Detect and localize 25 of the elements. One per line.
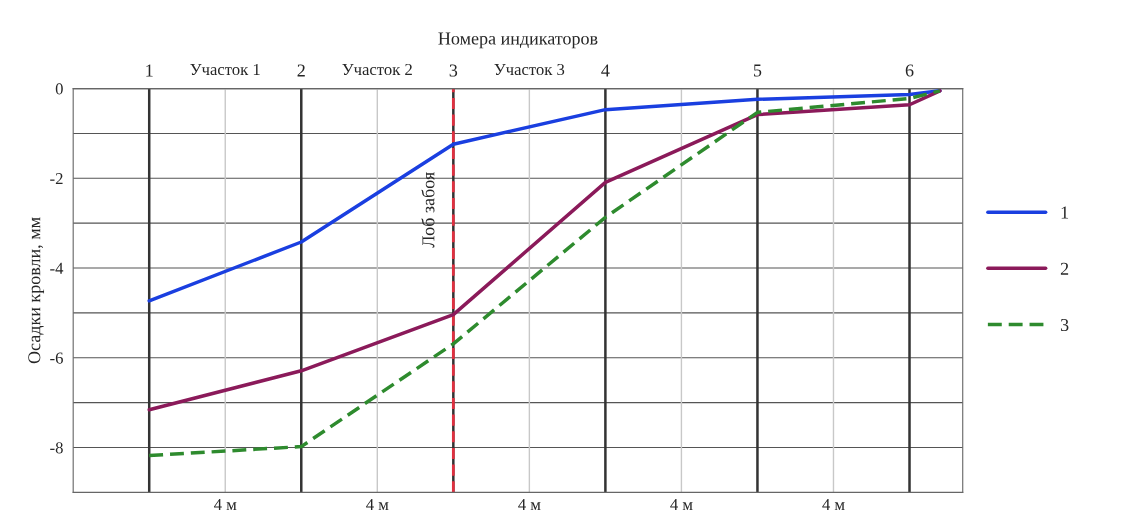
y-tick-label: -2 — [50, 173, 63, 185]
y-tick-label: 0 — [55, 83, 63, 95]
text: 4 м — [670, 499, 693, 510]
text: Участок 3 — [494, 63, 565, 76]
y-tick-label: -6 — [50, 352, 63, 364]
x-axis-title: Номера индикаторов — [438, 32, 598, 49]
text: Участок 2 — [342, 63, 412, 76]
legend-label: 3 — [1060, 318, 1069, 332]
legend-label: 1 — [1061, 206, 1069, 219]
text: 4 м — [822, 499, 845, 510]
y-axis-title: Осадки кровли, мм — [28, 217, 45, 364]
text: Участок 1 — [190, 63, 260, 76]
x-tick-label: 1 — [146, 64, 153, 77]
legend-label: 2 — [1060, 262, 1069, 275]
y-tick-label: -4 — [50, 262, 64, 274]
x-tick-label: 2 — [297, 64, 305, 77]
ref-line-label: Лоб забоя — [421, 172, 435, 248]
x-tick-label: 6 — [905, 64, 914, 77]
text: 4 м — [214, 499, 237, 510]
y-tick-label: -8 — [50, 442, 63, 454]
x-tick-label: 5 — [753, 64, 762, 77]
text: 4 м — [518, 499, 541, 510]
text: 4 м — [366, 499, 389, 510]
x-tick-label: 4 — [601, 64, 610, 77]
x-tick-label: 3 — [449, 64, 458, 77]
